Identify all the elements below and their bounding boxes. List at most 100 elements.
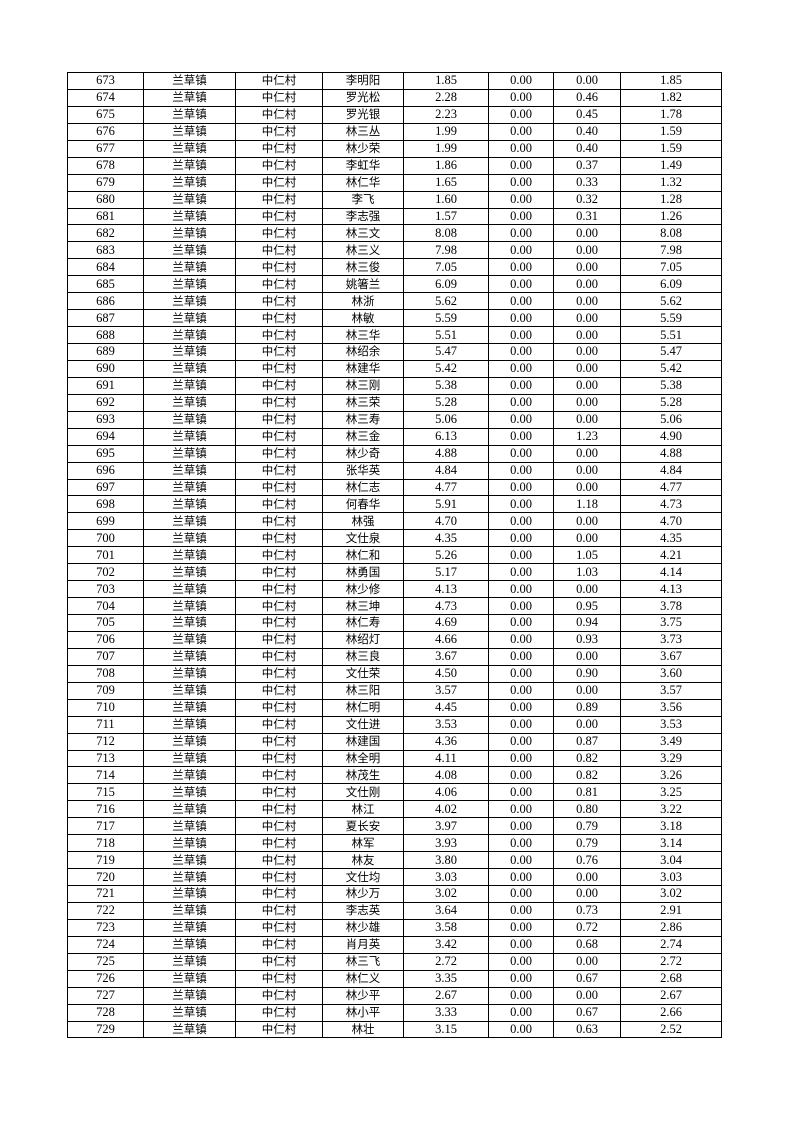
value-total-cell: 5.28 (403, 393, 489, 412)
table-body: 673 兰草镇 中仁村 李明阳 1.85 0.00 0.00 1.85 674 兰草镇 中仁村 罗光松… (67, 72, 722, 1039)
village-cell: 中仁村 (235, 800, 323, 819)
village-cell: 中仁村 (235, 935, 323, 954)
row-number-cell: 720 (67, 868, 144, 886)
town-cell: 兰草镇 (143, 139, 236, 158)
table-row: 707 兰草镇 中仁村 林三良 3.67 0.00 0.00 3.67 (67, 647, 722, 666)
name-cell: 林三寿 (322, 410, 404, 429)
town-cell: 兰草镇 (143, 952, 236, 971)
row-number-cell: 677 (67, 139, 144, 158)
table-row: 696 兰草镇 中仁村 张华英 4.84 0.00 0.00 4.84 (67, 461, 722, 480)
row-number-cell: 707 (67, 647, 144, 666)
value-total-cell: 2.28 (403, 88, 489, 107)
table-row: 683 兰草镇 中仁村 林三义 7.98 0.00 0.00 7.98 (67, 241, 722, 260)
value-net-cell: 2.74 (620, 935, 722, 954)
row-number-cell: 698 (67, 495, 144, 514)
town-cell: 兰草镇 (143, 800, 236, 819)
name-cell: 张华英 (322, 461, 404, 480)
name-cell: 林建国 (322, 732, 404, 751)
name-cell: 李志强 (322, 207, 404, 226)
value-total-cell: 3.67 (403, 647, 489, 666)
value-a-cell: 0.00 (488, 597, 554, 615)
value-a-cell: 0.00 (488, 681, 554, 700)
row-number-cell: 673 (67, 72, 144, 90)
table-row: 693 兰草镇 中仁村 林三寿 5.06 0.00 0.00 5.06 (67, 410, 722, 429)
value-b-cell: 0.37 (553, 156, 621, 175)
value-net-cell: 1.32 (620, 173, 722, 192)
value-net-cell: 5.51 (620, 326, 722, 344)
table-row: 697 兰草镇 中仁村 林仁志 4.77 0.00 0.00 4.77 (67, 478, 722, 497)
value-b-cell: 0.00 (553, 461, 621, 480)
town-cell: 兰草镇 (143, 173, 236, 192)
value-b-cell: 0.00 (553, 478, 621, 497)
row-number-cell: 675 (67, 105, 144, 124)
table-row: 691 兰草镇 中仁村 林三刚 5.38 0.00 0.00 5.38 (67, 376, 722, 395)
table-row: 695 兰草镇 中仁村 林少奇 4.88 0.00 0.00 4.88 (67, 444, 722, 463)
village-cell: 中仁村 (235, 376, 323, 395)
row-number-cell: 691 (67, 376, 144, 395)
value-net-cell: 3.22 (620, 800, 722, 819)
value-net-cell: 4.90 (620, 427, 722, 446)
value-net-cell: 3.18 (620, 817, 722, 836)
value-b-cell: 0.73 (553, 901, 621, 920)
town-cell: 兰草镇 (143, 478, 236, 497)
village-cell: 中仁村 (235, 275, 323, 294)
village-cell: 中仁村 (235, 715, 323, 734)
value-a-cell: 0.00 (488, 326, 554, 344)
table-row: 715 兰草镇 中仁村 文仕刚 4.06 0.00 0.81 3.25 (67, 783, 722, 802)
value-a-cell: 0.00 (488, 935, 554, 954)
value-b-cell: 0.94 (553, 614, 621, 632)
town-cell: 兰草镇 (143, 715, 236, 734)
row-number-cell: 708 (67, 664, 144, 683)
value-a-cell: 0.00 (488, 698, 554, 717)
value-net-cell: 8.08 (620, 224, 722, 243)
value-net-cell: 3.73 (620, 630, 722, 649)
row-number-cell: 682 (67, 224, 144, 243)
value-total-cell: 4.88 (403, 444, 489, 463)
value-a-cell: 0.00 (488, 630, 554, 649)
value-b-cell: 0.68 (553, 935, 621, 954)
value-total-cell: 2.72 (403, 952, 489, 971)
value-net-cell: 5.06 (620, 410, 722, 429)
village-cell: 中仁村 (235, 72, 323, 90)
town-cell: 兰草镇 (143, 461, 236, 480)
value-net-cell: 1.28 (620, 190, 722, 209)
value-b-cell: 0.80 (553, 800, 621, 819)
name-cell: 何春华 (322, 495, 404, 514)
value-b-cell: 0.67 (553, 969, 621, 988)
table-row: 711 兰草镇 中仁村 文仕进 3.53 0.00 0.00 3.53 (67, 715, 722, 734)
value-b-cell: 0.00 (553, 580, 621, 599)
value-b-cell: 0.00 (553, 444, 621, 463)
name-cell: 林少修 (322, 580, 404, 599)
value-total-cell: 1.99 (403, 139, 489, 158)
value-a-cell: 0.00 (488, 173, 554, 192)
town-cell: 兰草镇 (143, 664, 236, 683)
village-cell: 中仁村 (235, 766, 323, 785)
value-b-cell: 0.76 (553, 851, 621, 870)
value-b-cell: 0.00 (553, 326, 621, 344)
value-net-cell: 3.14 (620, 834, 722, 853)
town-cell: 兰草镇 (143, 258, 236, 277)
table-row: 714 兰草镇 中仁村 林茂生 4.08 0.00 0.82 3.26 (67, 766, 722, 785)
value-total-cell: 5.38 (403, 376, 489, 395)
village-cell: 中仁村 (235, 749, 323, 768)
value-b-cell: 1.18 (553, 495, 621, 514)
village-cell: 中仁村 (235, 597, 323, 615)
value-net-cell: 3.03 (620, 868, 722, 886)
table-row: 727 兰草镇 中仁村 林少平 2.67 0.00 0.00 2.67 (67, 986, 722, 1005)
value-net-cell: 1.82 (620, 88, 722, 107)
value-a-cell: 0.00 (488, 258, 554, 277)
row-number-cell: 702 (67, 563, 144, 582)
value-a-cell: 0.00 (488, 224, 554, 243)
row-number-cell: 692 (67, 393, 144, 412)
town-cell: 兰草镇 (143, 1003, 236, 1022)
value-b-cell: 0.00 (553, 359, 621, 378)
value-b-cell: 0.00 (553, 681, 621, 700)
village-cell: 中仁村 (235, 563, 323, 582)
name-cell: 林少雄 (322, 918, 404, 937)
value-total-cell: 5.47 (403, 343, 489, 361)
name-cell: 林三华 (322, 326, 404, 344)
row-number-cell: 704 (67, 597, 144, 615)
village-cell: 中仁村 (235, 478, 323, 497)
value-net-cell: 2.66 (620, 1003, 722, 1022)
row-number-cell: 725 (67, 952, 144, 971)
